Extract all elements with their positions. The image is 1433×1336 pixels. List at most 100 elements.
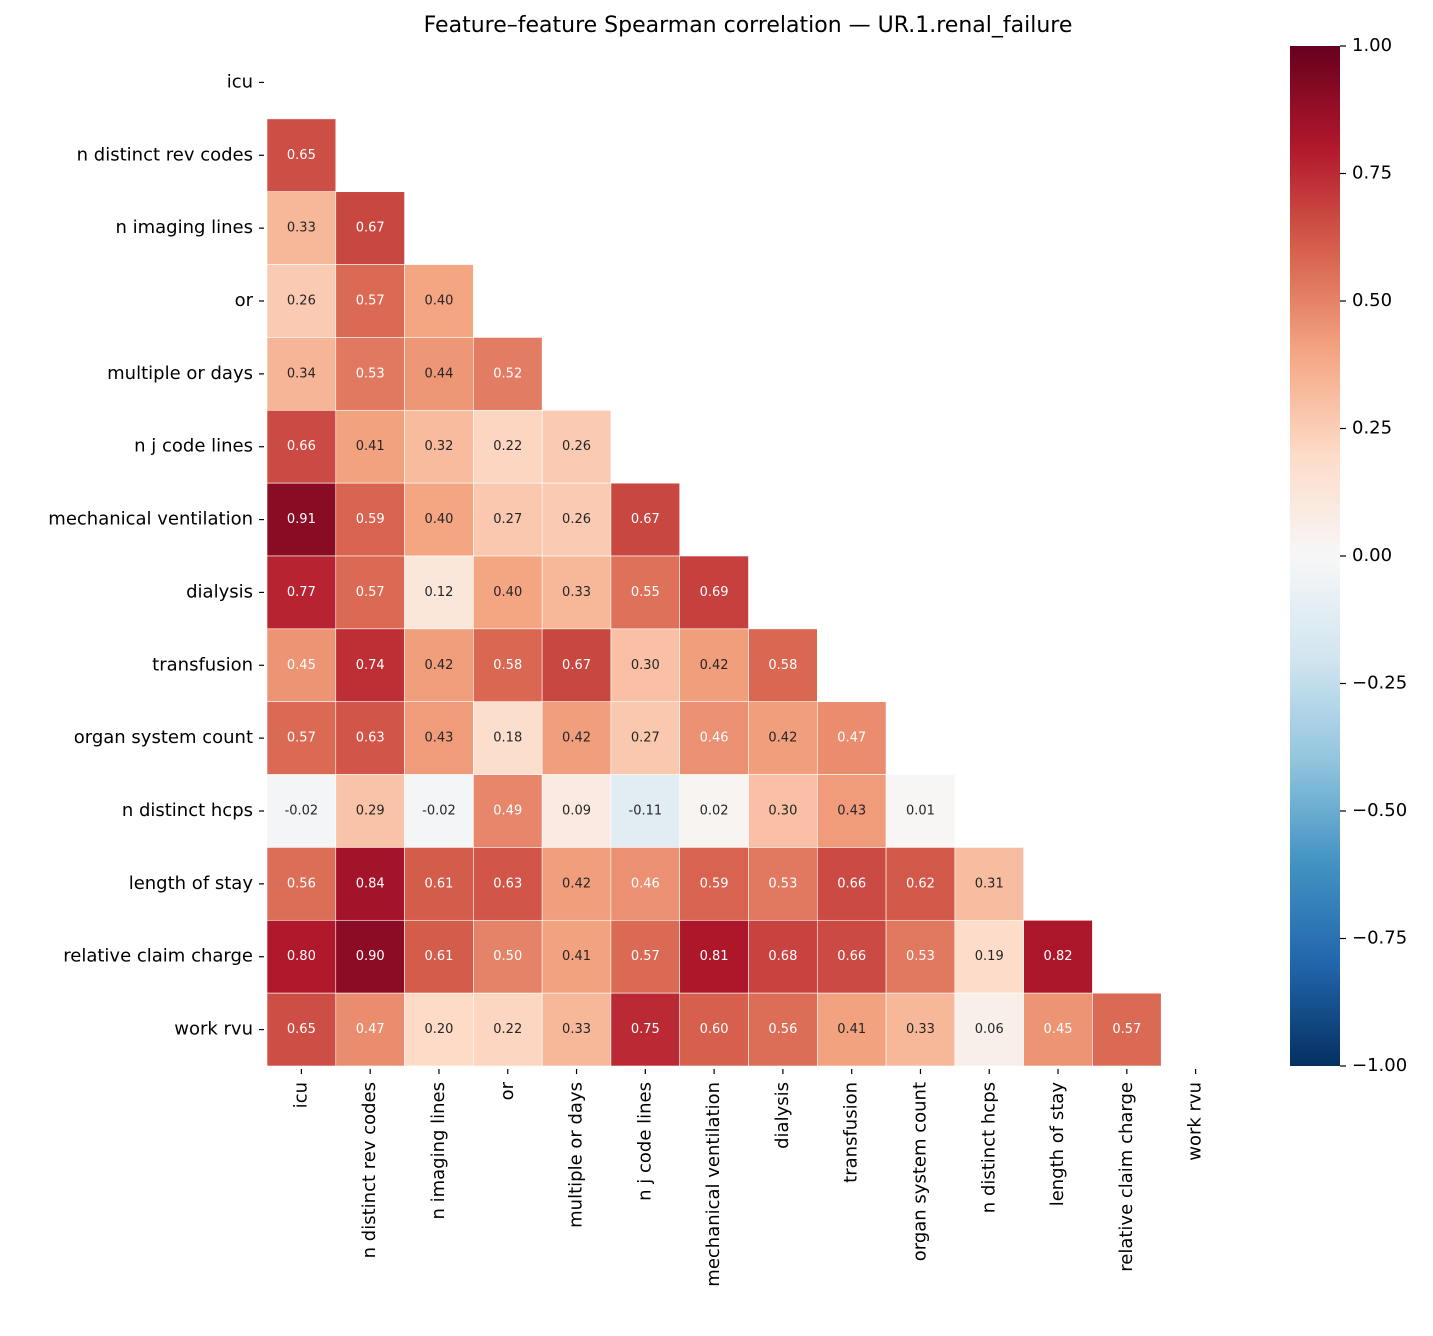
cell-label: 0.40 <box>424 512 453 527</box>
colorbar-tick-label: −0.50 <box>1352 800 1407 821</box>
heatmap-cell <box>404 264 474 338</box>
heatmap-cell <box>266 264 337 338</box>
heatmap-cell <box>266 992 337 1067</box>
heatmap-cell <box>954 919 1024 994</box>
heatmap-cell <box>335 774 405 848</box>
heatmap-cell <box>266 555 337 630</box>
heatmap-cell <box>266 847 337 921</box>
heatmap-cell <box>1023 919 1093 994</box>
x-tick-label: length of stay <box>1047 1082 1068 1207</box>
cell-label: 0.82 <box>1044 949 1073 964</box>
heatmap-cell <box>816 847 887 921</box>
cell-label: 0.22 <box>493 439 522 454</box>
x-tick-label: n distinct rev codes <box>359 1082 380 1258</box>
heatmap-cell <box>404 774 474 848</box>
cell-label: 0.56 <box>287 876 316 891</box>
heatmap-cell <box>335 337 405 411</box>
cell-label: 0.47 <box>356 1022 385 1037</box>
cell-label: -0.02 <box>285 804 319 819</box>
cell-label: 0.12 <box>424 585 453 600</box>
heatmap-cell <box>885 919 956 994</box>
cell-label: 0.26 <box>287 294 316 309</box>
cell-label: 0.45 <box>287 658 316 673</box>
cell-label: 0.57 <box>631 949 660 964</box>
cell-label: 0.69 <box>700 585 729 600</box>
cell-label: 0.66 <box>837 949 866 964</box>
cell-label: 0.90 <box>356 949 385 964</box>
cell-label: 0.53 <box>906 949 935 964</box>
heatmap-cell <box>541 992 612 1067</box>
cell-label: 0.29 <box>356 804 385 819</box>
heatmap-cell <box>885 992 956 1067</box>
cell-label: 0.01 <box>906 804 935 819</box>
heatmap-cell <box>404 701 474 775</box>
heatmap-cell <box>473 847 543 921</box>
heatmap-cell <box>335 701 405 775</box>
cell-label: 0.26 <box>562 512 591 527</box>
y-tick-label: n distinct rev codes <box>77 144 253 165</box>
y-tick-label: transfusion <box>152 654 253 675</box>
cell-label: 0.59 <box>700 876 729 891</box>
cell-label: 0.67 <box>356 221 385 236</box>
cell-label: 0.61 <box>424 949 453 964</box>
x-tick-label: n imaging lines <box>428 1082 449 1220</box>
colorbar-tick-label: 0.00 <box>1352 545 1392 566</box>
cell-label: 0.43 <box>837 804 866 819</box>
heatmap-cell <box>266 191 337 265</box>
cell-label: 0.75 <box>631 1022 660 1037</box>
cell-label: 0.42 <box>768 731 797 746</box>
cell-label: 0.63 <box>493 876 522 891</box>
heatmap-cell <box>335 482 405 557</box>
x-tick-label: relative claim charge <box>1116 1082 1137 1272</box>
cell-label: 0.42 <box>424 658 453 673</box>
cell-label: 0.62 <box>906 876 935 891</box>
heatmap-cell <box>335 191 405 265</box>
cell-label: 0.20 <box>424 1022 453 1037</box>
heatmap-cell <box>473 409 543 484</box>
heatmap-cell <box>404 409 474 484</box>
cell-label: 0.66 <box>287 439 316 454</box>
heatmap-cell <box>816 992 887 1067</box>
cell-label: 0.53 <box>768 876 797 891</box>
heatmap-cell <box>679 701 749 775</box>
cell-label: 0.41 <box>356 439 385 454</box>
cell-label: 0.40 <box>424 294 453 309</box>
heatmap-cell <box>473 337 543 411</box>
cell-label: 0.42 <box>562 731 591 746</box>
colorbar <box>1290 46 1340 1066</box>
cell-label: 0.19 <box>975 949 1004 964</box>
heatmap-cell <box>748 992 818 1067</box>
heatmap-cell <box>404 628 474 703</box>
x-tick-label: icu <box>290 1082 311 1108</box>
heatmap-cell <box>266 701 337 775</box>
cell-label: 0.31 <box>975 876 1004 891</box>
cell-label: 0.41 <box>562 949 591 964</box>
heatmap-cell <box>473 919 543 994</box>
heatmap-cell <box>335 555 405 630</box>
cell-label: 0.43 <box>424 731 453 746</box>
heatmap-cell <box>404 919 474 994</box>
heatmap-cell <box>473 482 543 557</box>
cell-label: 0.42 <box>700 658 729 673</box>
cell-label: 0.58 <box>768 658 797 673</box>
x-tick-label: work rvu <box>1185 1082 1206 1161</box>
heatmap-cell <box>473 555 543 630</box>
cell-label: 0.91 <box>287 512 316 527</box>
cell-label: 0.44 <box>424 366 453 381</box>
cell-label: 0.47 <box>837 731 866 746</box>
cell-label: 0.74 <box>356 658 385 673</box>
cell-label: 0.59 <box>356 512 385 527</box>
heatmap-cell <box>748 628 818 703</box>
heatmap-cell <box>679 628 749 703</box>
heatmap-cell <box>541 774 612 848</box>
cell-label: 0.27 <box>493 512 522 527</box>
heatmap-cell <box>610 919 681 994</box>
cell-label: 0.58 <box>493 658 522 673</box>
colorbar-tick-label: −1.00 <box>1352 1055 1407 1076</box>
cell-label: 0.46 <box>631 876 660 891</box>
colorbar-tick-label: 1.00 <box>1352 35 1392 56</box>
cell-label: 0.67 <box>631 512 660 527</box>
cell-label: 0.52 <box>493 366 522 381</box>
cell-label: 0.06 <box>975 1022 1004 1037</box>
heatmap-cell <box>335 847 405 921</box>
